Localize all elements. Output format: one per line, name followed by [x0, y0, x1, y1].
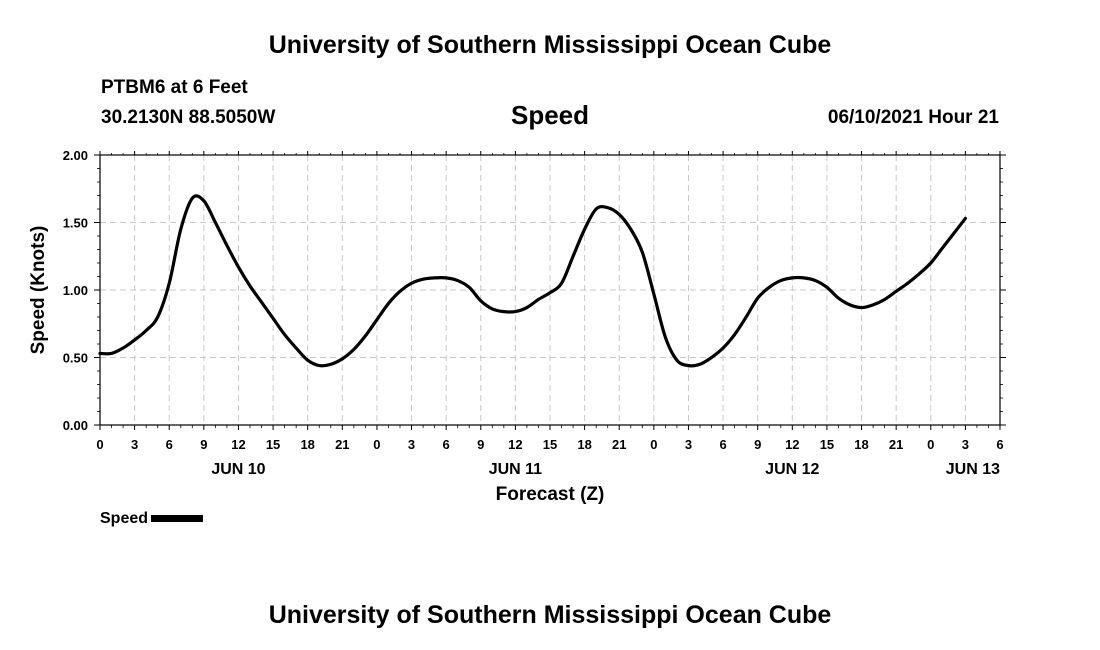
x-tick-label: 3 [962, 437, 969, 452]
x-axis-label: Forecast (Z) [496, 484, 605, 505]
chart-title: Speed [510, 100, 590, 130]
y-tick-label: 1.50 [63, 216, 88, 231]
x-tick-label: 0 [96, 437, 103, 452]
x-tick-labels: 0 3 6 9 12 15 18 21 0 3 6 9 12 15 18 21 0 3 6 9 12 15 18 21 0 3 6 [96, 437, 1003, 452]
x-tick-label: 0 [927, 437, 934, 452]
x-tick-label: 12 [231, 437, 245, 452]
x-tick-label: 0 [373, 437, 380, 452]
day-label: JUN 11 [489, 461, 542, 478]
x-tick-label: 21 [612, 437, 626, 452]
x-tick-label: 15 [820, 437, 834, 452]
x-tick-label: 3 [131, 437, 138, 452]
x-tick-label: 6 [166, 437, 173, 452]
x-tick-label: 18 [300, 437, 314, 452]
legend-line-swatch [151, 515, 204, 523]
day-labels: JUN 10 JUN 11 JUN 12 JUN 13 [211, 461, 1000, 478]
legend-label: Speed [100, 510, 149, 527]
x-tick-label: 9 [754, 437, 761, 452]
x-tick-label: 3 [685, 437, 692, 452]
y-tick-labels: 0.00 0.50 1.00 1.50 2.00 [63, 148, 88, 433]
grid-lines [100, 155, 1000, 425]
day-label: JUN 12 [765, 461, 819, 478]
page-title-top: University of Southern Mississippi Ocean… [268, 31, 832, 59]
day-label: JUN 10 [211, 461, 265, 478]
y-axis-label: Speed (Knots) [28, 226, 49, 355]
station-label: PTBM6 at 6 Feet [101, 77, 248, 98]
speed-chart: 0.00 0.50 1.00 1.50 2.00 0 3 6 9 12 15 18 21 0 3 6 9 12 1… [28, 148, 1006, 505]
x-tick-label: 9 [200, 437, 207, 452]
y-tick-label: 0.50 [63, 351, 88, 366]
x-tick-label: 21 [335, 437, 349, 452]
y-tick-label: 1.00 [63, 283, 88, 298]
day-label: JUN 13 [946, 461, 1000, 478]
x-tick-label: 18 [854, 437, 868, 452]
x-tick-label: 6 [996, 437, 1003, 452]
x-tick-label: 3 [408, 437, 415, 452]
speed-series-line [98, 194, 967, 368]
y-tick-label: 0.00 [63, 418, 88, 433]
x-tick-label: 12 [508, 437, 522, 452]
axis-ticks [94, 151, 1006, 430]
station-coords: 30.2130N 88.5050W [101, 107, 276, 128]
x-tick-label: 15 [543, 437, 557, 452]
forecast-datetime: 06/10/2021 Hour 21 [827, 107, 999, 128]
legend: Speed [100, 510, 204, 528]
x-tick-label: 12 [785, 437, 799, 452]
x-tick-label: 6 [719, 437, 726, 452]
x-tick-label: 18 [577, 437, 591, 452]
y-tick-label: 2.00 [63, 148, 88, 163]
x-tick-label: 6 [443, 437, 450, 452]
x-tick-label: 21 [889, 437, 903, 452]
x-tick-label: 0 [650, 437, 657, 452]
x-tick-label: 15 [266, 437, 280, 452]
x-tick-label: 9 [477, 437, 484, 452]
page-title-bottom: University of Southern Mississippi Ocean… [268, 601, 832, 629]
